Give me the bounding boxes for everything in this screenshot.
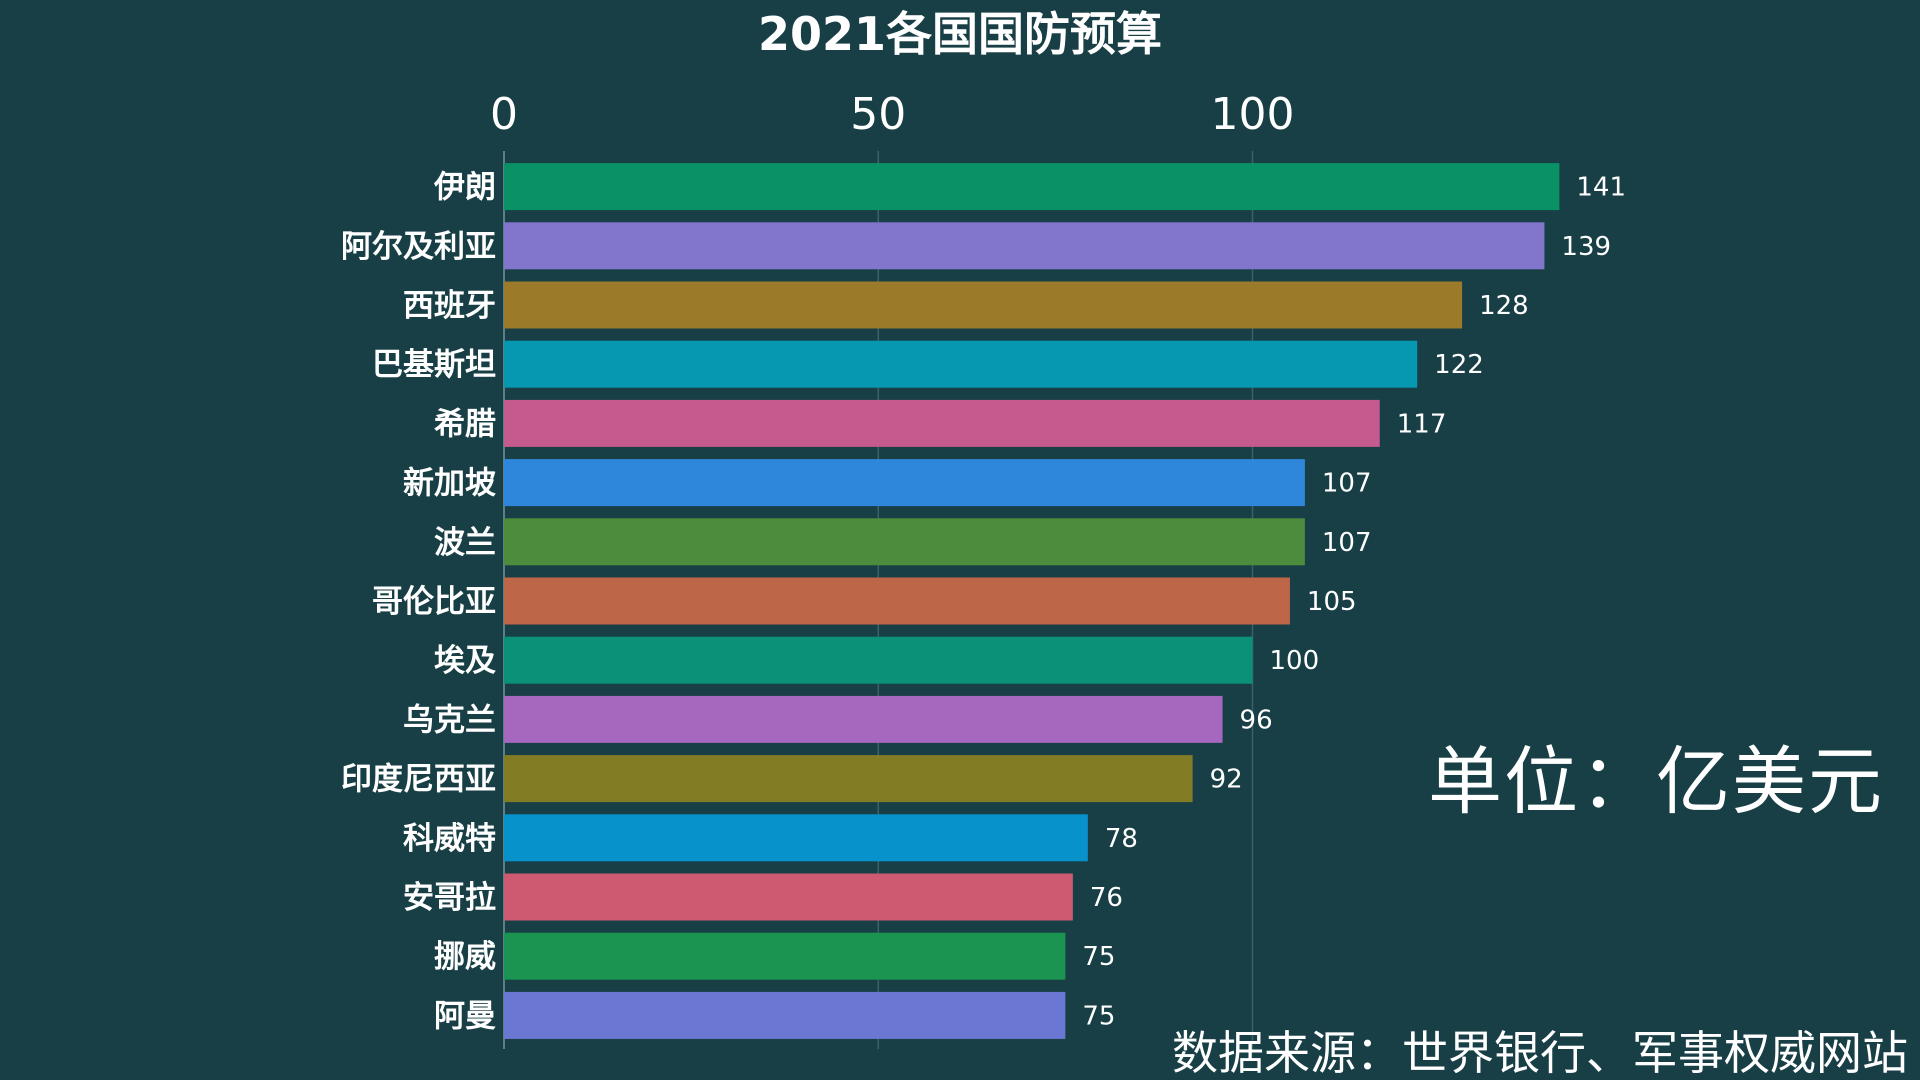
value-label: 107 xyxy=(1322,528,1372,558)
bar xyxy=(504,873,1073,921)
value-label: 122 xyxy=(1434,350,1484,380)
value-label: 128 xyxy=(1479,291,1529,321)
x-tick-label: 100 xyxy=(1211,89,1295,140)
source-annotation: 数据来源：世界银行、军事权威网站 xyxy=(1172,1026,1908,1080)
bar xyxy=(504,459,1305,507)
category-label: 阿曼 xyxy=(434,998,496,1034)
y-axis-labels: 伊朗阿尔及利亚西班牙巴基斯坦希腊新加坡波兰哥伦比亚埃及乌克兰印度尼西亚科威特安哥… xyxy=(341,170,496,1035)
x-axis-ticks: 0 50 100 xyxy=(490,89,1294,140)
bar xyxy=(504,991,1066,1039)
category-label: 安哥拉 xyxy=(403,880,496,916)
category-label: 印度尼西亚 xyxy=(341,762,496,798)
value-label: 92 xyxy=(1210,765,1243,795)
value-label: 76 xyxy=(1090,883,1123,913)
bar xyxy=(504,518,1305,566)
bar xyxy=(504,577,1290,625)
bar xyxy=(504,163,1560,211)
bar xyxy=(504,755,1193,803)
value-labels: 141 139 128 122 117 107 107 105 100 96 92 78 76 75 75 xyxy=(1082,173,1626,1032)
category-label: 埃及 xyxy=(434,643,496,679)
category-label: 希腊 xyxy=(434,406,496,442)
category-label: 科威特 xyxy=(403,821,496,857)
category-label: 伊朗 xyxy=(433,170,496,206)
category-label: 哥伦比亚 xyxy=(372,584,496,620)
chart-title: 2021各国国防预算 xyxy=(758,7,1162,61)
value-label: 78 xyxy=(1105,824,1138,854)
bar xyxy=(504,636,1253,684)
value-label: 141 xyxy=(1576,173,1626,203)
value-label: 100 xyxy=(1270,646,1320,676)
bar xyxy=(504,814,1088,862)
value-label: 75 xyxy=(1082,942,1115,972)
category-label: 挪威 xyxy=(434,939,496,975)
value-label: 96 xyxy=(1240,705,1273,735)
value-label: 139 xyxy=(1561,232,1611,262)
value-label: 105 xyxy=(1307,587,1357,617)
unit-annotation: 单位：亿美元 xyxy=(1428,739,1884,825)
bar xyxy=(504,695,1223,743)
bar xyxy=(504,222,1545,270)
category-label: 乌克兰 xyxy=(403,702,496,738)
bar xyxy=(504,281,1463,329)
category-label: 新加坡 xyxy=(403,466,496,502)
bars xyxy=(504,163,1560,1039)
category-label: 波兰 xyxy=(434,525,496,561)
bar xyxy=(504,399,1380,447)
category-label: 西班牙 xyxy=(403,288,496,324)
x-tick-label: 0 xyxy=(490,89,518,140)
category-label: 巴基斯坦 xyxy=(372,347,496,383)
x-tick-label: 50 xyxy=(850,89,906,140)
value-label: 107 xyxy=(1322,469,1372,499)
value-label: 117 xyxy=(1397,409,1447,439)
bar xyxy=(504,932,1066,980)
bar xyxy=(504,340,1418,388)
category-label: 阿尔及利亚 xyxy=(341,229,496,265)
value-label: 75 xyxy=(1082,1001,1115,1031)
